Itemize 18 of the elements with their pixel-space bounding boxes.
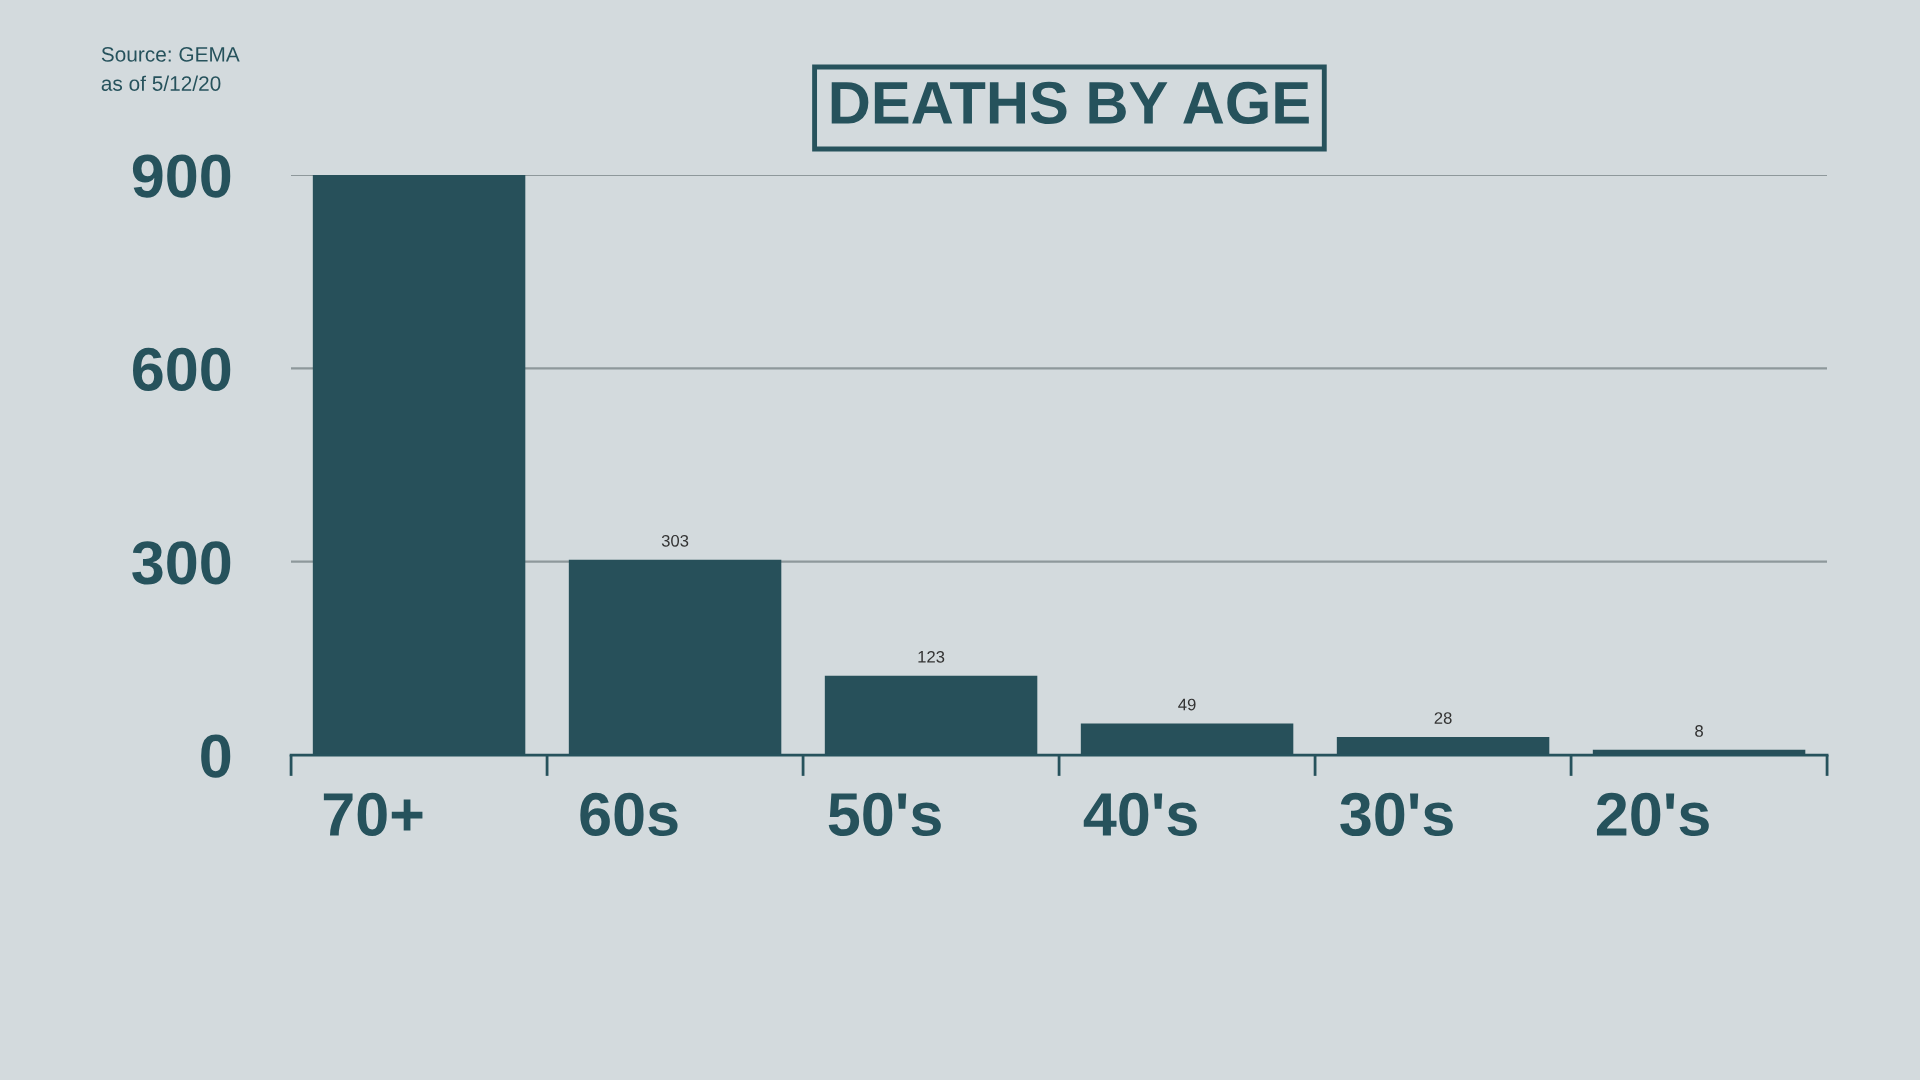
x-tick-label: 20's bbox=[1596, 792, 1709, 837]
x-tick-label: 30's bbox=[1340, 792, 1453, 837]
y-tick-label: 900 bbox=[132, 154, 231, 198]
data-label: 49 bbox=[1178, 698, 1196, 711]
y-tick-label: 600 bbox=[133, 347, 231, 392]
text: as of 5/12/20 bbox=[101, 75, 221, 91]
x-tick-label: 50's bbox=[828, 792, 941, 837]
x-tick-label: 40's bbox=[1083, 792, 1197, 837]
y-tick-label: 0 bbox=[201, 734, 231, 778]
data-label: 123 bbox=[918, 650, 945, 663]
source-note: Source: GEMA bbox=[101, 47, 240, 62]
data-label: 8 bbox=[1695, 725, 1703, 737]
data-label: 28 bbox=[1434, 712, 1452, 724]
chart-title: DEATHS BY AGE bbox=[831, 81, 1309, 125]
data-label: 303 bbox=[661, 534, 689, 547]
x-tick-label: 60s bbox=[580, 792, 678, 837]
x-tick-label: 70+ bbox=[323, 792, 423, 837]
y-tick-label: 300 bbox=[132, 541, 231, 585]
